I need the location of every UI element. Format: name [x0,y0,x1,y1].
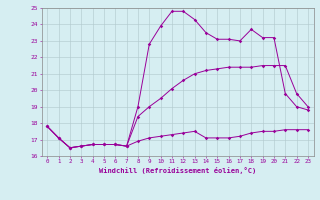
X-axis label: Windchill (Refroidissement éolien,°C): Windchill (Refroidissement éolien,°C) [99,167,256,174]
